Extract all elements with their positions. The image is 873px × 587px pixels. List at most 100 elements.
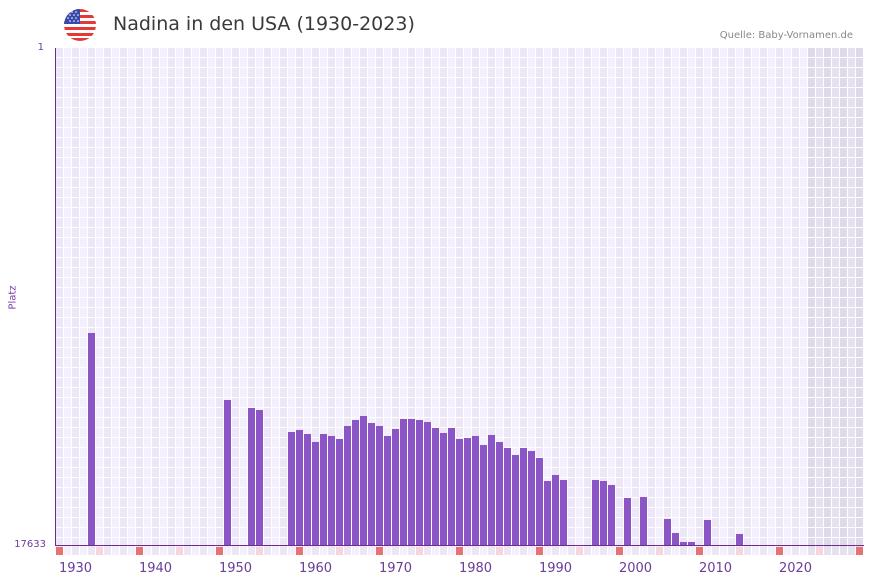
year-marker xyxy=(368,547,375,555)
bar-1966[interactable] xyxy=(360,416,367,545)
year-marker xyxy=(736,547,743,555)
x-tick-label: 1930 xyxy=(56,561,96,576)
bar-1980[interactable] xyxy=(472,435,479,545)
year-marker xyxy=(536,547,543,555)
year-marker xyxy=(336,547,343,555)
year-marker xyxy=(168,547,175,555)
year-marker xyxy=(192,547,199,555)
bar-1978[interactable] xyxy=(456,438,463,545)
bar-1970[interactable] xyxy=(392,429,399,545)
bar-1949[interactable] xyxy=(224,399,231,545)
grid-column xyxy=(176,48,183,547)
bar-1984[interactable] xyxy=(504,448,511,545)
bar-1979[interactable] xyxy=(464,438,471,545)
bar-1971[interactable] xyxy=(400,419,407,545)
bar-1991[interactable] xyxy=(560,479,567,545)
bar-2013[interactable] xyxy=(736,534,743,545)
year-marker xyxy=(808,547,815,555)
grid-column xyxy=(808,48,815,547)
y-axis-line xyxy=(55,48,56,546)
y-axis-title: Platz xyxy=(8,283,19,313)
year-marker xyxy=(848,547,855,555)
bar-2009[interactable] xyxy=(704,519,711,545)
bar-1958[interactable] xyxy=(296,429,303,545)
bar-1972[interactable] xyxy=(408,419,415,545)
year-marker xyxy=(288,547,295,555)
bar-1932[interactable] xyxy=(88,333,95,545)
year-marker xyxy=(584,547,591,555)
grid-column xyxy=(160,48,167,547)
bar-1975[interactable] xyxy=(432,427,439,545)
bar-1964[interactable] xyxy=(344,425,351,545)
year-marker xyxy=(672,547,679,555)
grid-column xyxy=(136,48,143,547)
grid-column xyxy=(784,48,791,547)
grid-column xyxy=(800,48,807,547)
bar-1997[interactable] xyxy=(608,484,615,545)
x-tick-label: 1980 xyxy=(456,561,496,576)
bar-1977[interactable] xyxy=(448,427,455,545)
year-marker xyxy=(544,547,551,555)
bar-2006[interactable] xyxy=(680,542,687,545)
bar-1965[interactable] xyxy=(352,419,359,545)
x-tick-label: 2000 xyxy=(616,561,656,576)
bar-1985[interactable] xyxy=(512,454,519,545)
grid-column xyxy=(704,48,711,547)
x-tick-label: 1970 xyxy=(376,561,416,576)
bar-2004[interactable] xyxy=(664,518,671,545)
year-marker xyxy=(608,547,615,555)
grid-column xyxy=(120,48,127,547)
year-marker xyxy=(624,547,631,555)
bar-1960[interactable] xyxy=(312,442,319,545)
bar-1995[interactable] xyxy=(592,479,599,545)
bar-1953[interactable] xyxy=(256,410,263,545)
grid-column xyxy=(728,48,735,547)
year-marker xyxy=(80,547,87,555)
year-marker xyxy=(680,547,687,555)
bar-1961[interactable] xyxy=(320,433,327,545)
bar-1983[interactable] xyxy=(496,442,503,545)
bar-1969[interactable] xyxy=(384,435,391,545)
bar-1973[interactable] xyxy=(416,419,423,545)
bar-1974[interactable] xyxy=(424,421,431,545)
bar-1959[interactable] xyxy=(304,433,311,545)
year-marker xyxy=(136,547,143,555)
bar-1990[interactable] xyxy=(552,474,559,545)
bar-1987[interactable] xyxy=(528,450,535,545)
grid-column xyxy=(80,48,87,547)
bar-1967[interactable] xyxy=(368,423,375,545)
y-axis-top-label: 1 xyxy=(0,42,44,53)
bar-1962[interactable] xyxy=(328,435,335,545)
year-marker xyxy=(616,547,623,555)
bar-2001[interactable] xyxy=(640,496,647,545)
grid-column xyxy=(608,48,615,547)
bar-2005[interactable] xyxy=(672,532,679,545)
year-marker xyxy=(232,547,239,555)
year-marker xyxy=(280,547,287,555)
year-marker xyxy=(248,547,255,555)
bar-1999[interactable] xyxy=(624,498,631,545)
bar-1988[interactable] xyxy=(536,458,543,545)
bar-1963[interactable] xyxy=(336,438,343,545)
year-marker xyxy=(256,547,263,555)
bar-1986[interactable] xyxy=(520,448,527,545)
bar-1989[interactable] xyxy=(544,480,551,545)
grid-column xyxy=(240,48,247,547)
year-marker xyxy=(752,547,759,555)
year-marker xyxy=(632,547,639,555)
year-marker xyxy=(576,547,583,555)
year-marker xyxy=(776,547,783,555)
bar-1968[interactable] xyxy=(376,425,383,545)
year-marker xyxy=(688,547,695,555)
bar-1996[interactable] xyxy=(600,480,607,545)
year-marker xyxy=(552,547,559,555)
bar-1976[interactable] xyxy=(440,432,447,545)
year-marker xyxy=(496,547,503,555)
bar-1981[interactable] xyxy=(480,444,487,545)
bar-1982[interactable] xyxy=(488,434,495,545)
bar-2007[interactable] xyxy=(688,542,695,545)
grid-column xyxy=(776,48,783,547)
grid-column xyxy=(640,48,647,547)
bar-1952[interactable] xyxy=(248,408,255,545)
bar-1957[interactable] xyxy=(288,431,295,545)
